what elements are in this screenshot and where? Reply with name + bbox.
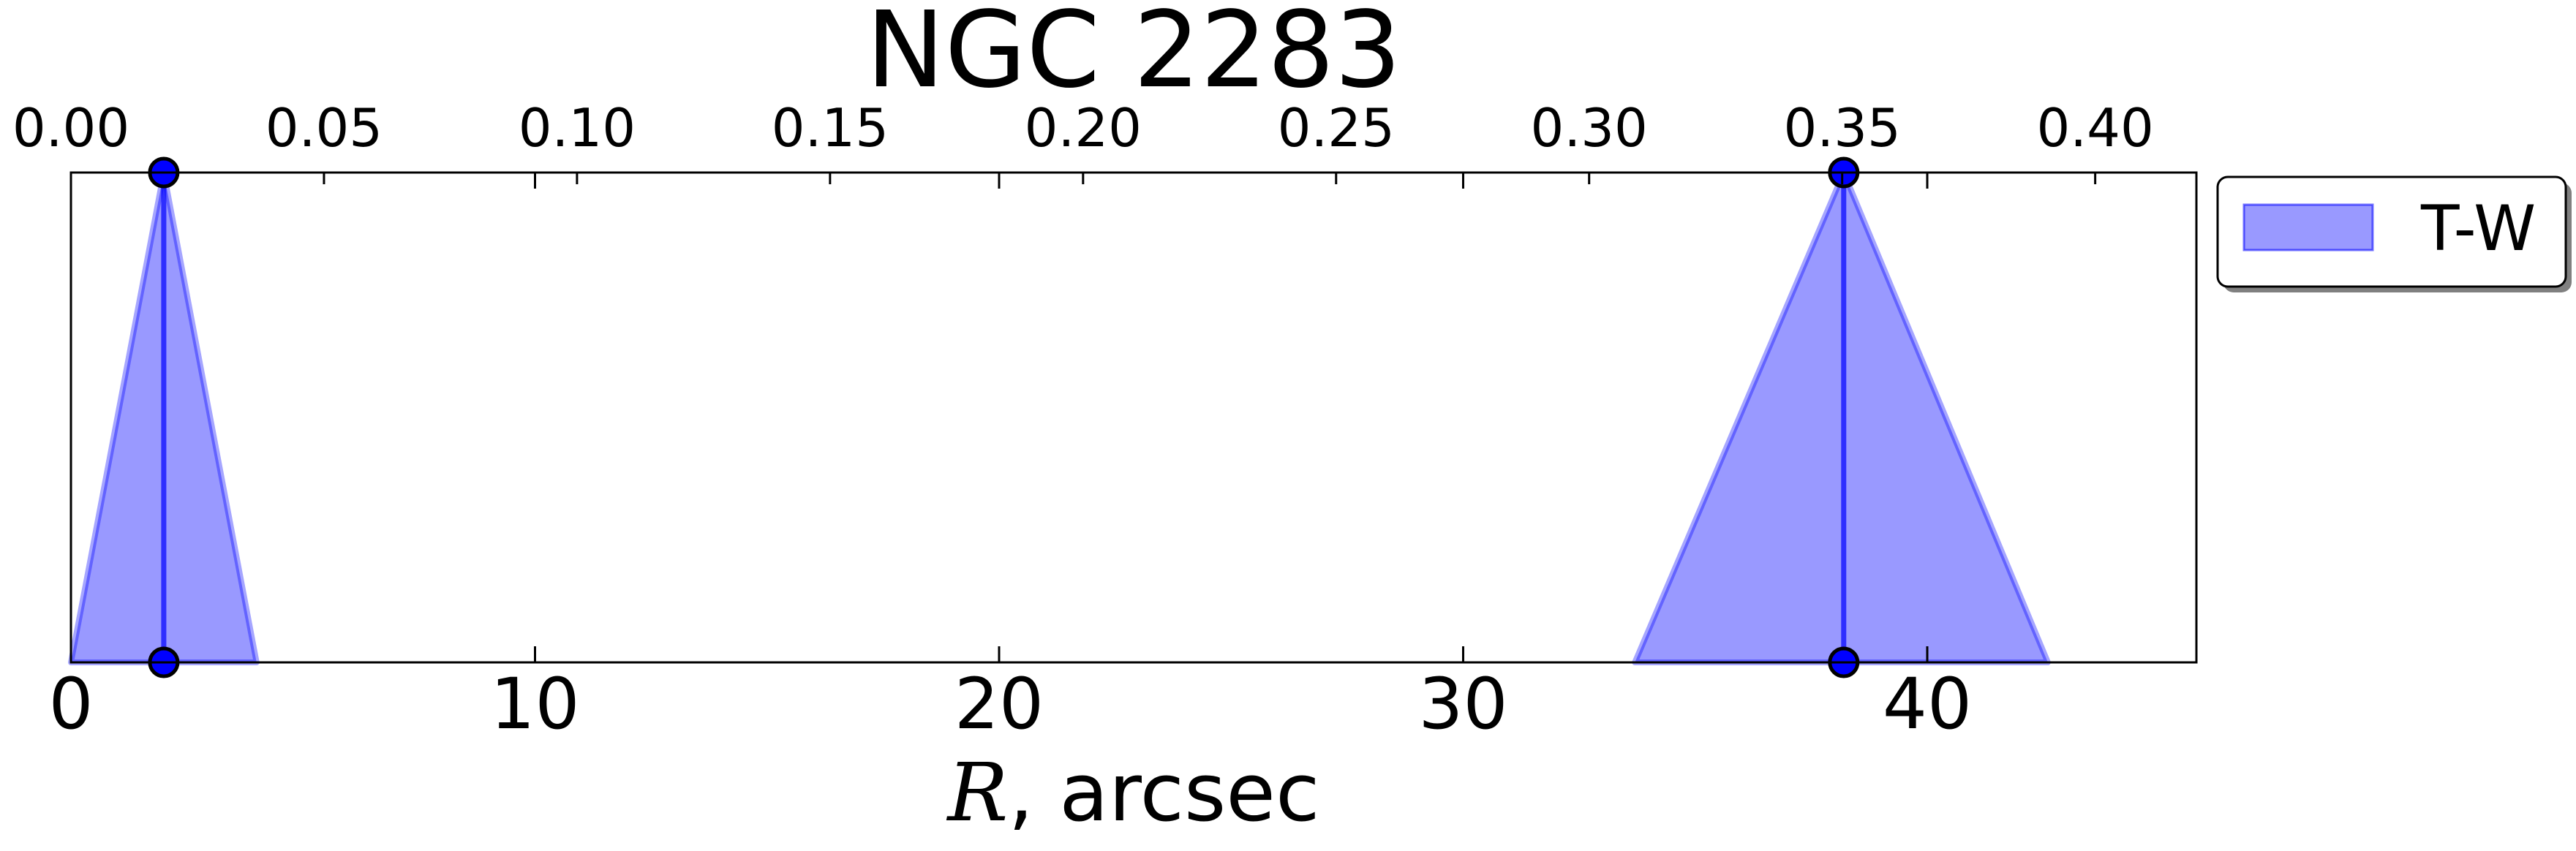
axes-frame (69, 171, 2198, 664)
x-tick-label-top: 0.35 (1784, 97, 1901, 159)
x-tick-label-top: 0.10 (519, 97, 636, 159)
legend-swatch (2242, 203, 2374, 251)
x-tick-label-top: 0.20 (1025, 97, 1142, 159)
x-axis-label-variable: R (946, 746, 1009, 839)
x-tick-label-top: 0.05 (265, 97, 383, 159)
legend-label: T-W (2420, 192, 2536, 265)
x-axis-top: 0.00 0.05 0.10 0.15 0.20 0.25 0.30 0.35 0.40 (12, 97, 2154, 184)
x-tick-label-top: 0.15 (772, 97, 889, 159)
chart-title: NGC 2283 (866, 0, 1401, 111)
x-tick-label-top: 0.00 (12, 97, 129, 159)
x-axis-label-unit: , arcsec (1008, 746, 1319, 839)
data-layer (68, 156, 2051, 678)
x-tick-label-top: 0.30 (1531, 97, 1648, 159)
x-tick-label-bottom: 10 (490, 663, 579, 745)
legend: T-W (2216, 175, 2572, 292)
x-tick-label-bottom: 30 (1418, 663, 1507, 745)
x-axis-bottom: 0 10 20 30 40 (48, 173, 1972, 745)
x-tick-label-bottom: 20 (954, 663, 1044, 745)
x-tick-label-top: 0.25 (1278, 97, 1395, 159)
x-tick-label-bottom: 40 (1883, 663, 1972, 745)
x-tick-label-bottom: 0 (48, 663, 93, 745)
x-tick-label-top: 0.40 (2036, 97, 2153, 159)
x-axis-label: R, arcsec (946, 746, 1320, 839)
